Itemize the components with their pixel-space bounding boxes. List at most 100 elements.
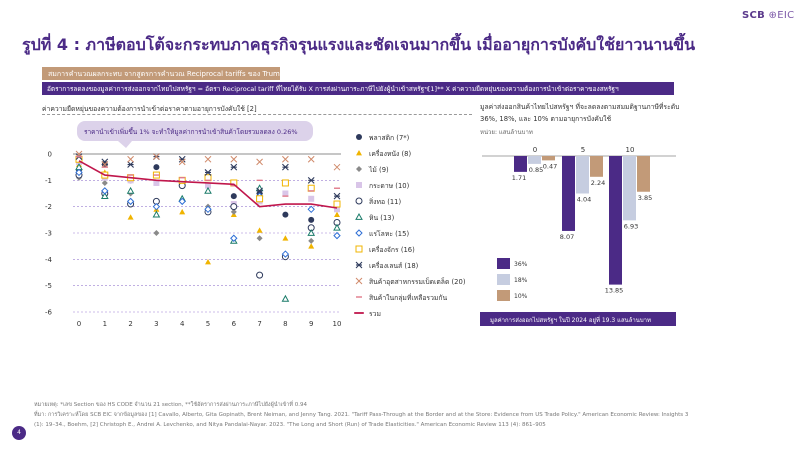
elasticity-scatter-chart: ราคานำเข้าเพิ่มขึ้น 1% จะทำให้มูลค่าการน… — [45, 121, 341, 328]
data-point — [333, 163, 341, 171]
bar-legend-label: 18% — [514, 277, 528, 284]
legend-marker-shape — [356, 134, 362, 140]
legend-label: ไม้ (9) — [369, 166, 389, 174]
data-point — [282, 155, 289, 163]
legend-marker — [355, 229, 363, 237]
legend-label: เครื่องหนัง (8) — [369, 150, 412, 158]
bar — [542, 156, 555, 161]
bar-value-label: 0.47 — [543, 162, 557, 170]
page-title: รูปที่ 4 : ภาษีตอบโต้จะกระทบภาคธุรกิจรุน… — [22, 35, 696, 54]
series-9 — [75, 150, 341, 171]
data-point — [308, 237, 315, 244]
data-point — [126, 186, 135, 194]
data-point — [256, 227, 263, 233]
bar-category-label: 0 — [533, 146, 537, 154]
formula-banner: อัตราการลดลงของมูลค่าการส่งออกจากไทยไปสห… — [42, 82, 674, 95]
data-point — [230, 163, 238, 171]
bar-chart-unit: หน่วย: แสนล้านบาท — [480, 129, 533, 136]
data-point — [333, 231, 341, 240]
y-tick-label: -5 — [45, 282, 52, 290]
logo-main: SCB — [742, 10, 766, 21]
total-line — [78, 160, 338, 209]
legend-marker — [355, 245, 363, 253]
bar-value-label: 13.85 — [605, 287, 624, 295]
series-7 — [75, 155, 341, 208]
bar — [590, 156, 603, 177]
legend-item: สิ่งทอ (11) — [352, 195, 482, 207]
data-point — [204, 155, 212, 163]
data-point — [127, 161, 134, 168]
legend-item: กระดาษ (10) — [352, 179, 482, 191]
data-point — [230, 208, 237, 215]
logo-sub: ⊕EIC — [765, 10, 795, 21]
annotation-box — [77, 121, 313, 141]
y-tick-label: -3 — [45, 230, 52, 238]
data-point — [205, 258, 211, 265]
data-point — [308, 216, 315, 223]
legend-marker — [355, 197, 363, 205]
export-loss-bar-chart: 0 5 10 1.71 8.07 13.85 0.85 4.04 6.93 0.47 2.24 3.8… — [480, 146, 676, 326]
x-tick-label: 0 — [77, 320, 81, 328]
x-tick-label: 4 — [180, 320, 185, 328]
data-point — [75, 168, 83, 177]
data-point — [256, 158, 263, 166]
legend-marker — [356, 182, 362, 188]
legend-item: พลาสติก (7*) — [352, 131, 482, 143]
bar-footer-text: มูลค่าการส่งออกไปสหรัฐฯ ในปี 2024 อยู่ที… — [490, 316, 651, 324]
legend-marker-shape — [355, 229, 363, 237]
data-point — [334, 206, 340, 213]
data-point — [230, 193, 237, 200]
scb-eic-logo: SCB ⊕EIC — [742, 10, 794, 21]
legend-marker-shape — [356, 150, 362, 156]
bar-category-label: 5 — [581, 146, 585, 154]
scatter-chart-title: ค่าความยืดหยุ่นของความต้องการนำเข้าต่อรา… — [42, 105, 257, 113]
data-point — [178, 197, 186, 206]
data-point — [153, 153, 160, 160]
legend-marker — [354, 312, 364, 314]
x-tick-label: 5 — [206, 320, 210, 328]
annotation-callout: ราคานำเข้าเพิ่มขึ้น 1% จะทำให้มูลค่าการน… — [77, 121, 313, 148]
y-tick-label: -6 — [45, 309, 53, 317]
annotation-text: ราคานำเข้าเพิ่มขึ้น 1% จะทำให้มูลค่าการน… — [84, 127, 298, 136]
x-tick-label: 8 — [283, 320, 287, 328]
data-point — [101, 187, 109, 195]
page-number: 4 — [12, 426, 26, 440]
data-point — [256, 271, 264, 279]
footnote-note: หมายเหตุ: *เลข Section ของ HS CODE จำนวน… — [34, 402, 308, 408]
title-divider — [42, 114, 472, 115]
x-tick-label: 2 — [128, 320, 132, 328]
legend-label: เครื่องเลนส์ (18) — [369, 262, 419, 270]
bar-value-label: 2.24 — [591, 179, 605, 187]
legend-marker — [356, 166, 362, 172]
data-point — [282, 211, 289, 218]
data-point — [307, 228, 316, 236]
data-point — [333, 223, 341, 231]
data-point — [256, 235, 263, 242]
legend-marker-shape — [355, 197, 363, 205]
data-point — [101, 179, 108, 186]
data-point — [333, 192, 341, 200]
legend-marker-shape — [355, 245, 363, 253]
legend-item: เครื่องจักร (16) — [352, 243, 482, 255]
legend-label: สินค้าอุตสาหกรรมเบ็ดเตล็ด (20) — [369, 278, 466, 286]
bar-value-label: 0.85 — [529, 166, 543, 174]
legend-marker — [355, 212, 363, 220]
x-tick-label: 3 — [154, 320, 158, 328]
bar — [514, 156, 527, 172]
legend-marker — [355, 261, 363, 269]
data-point — [126, 197, 135, 206]
data-point — [152, 202, 161, 211]
legend-marker-shape — [356, 166, 362, 172]
y-tick-label: -2 — [45, 203, 52, 211]
x-tick-label: 9 — [309, 320, 313, 328]
data-point — [179, 208, 186, 215]
footnote-source-1: ที่มา: การวิเคราะห์โดย SCB EIC จากข้อมูล… — [34, 412, 689, 418]
series-11 — [78, 160, 338, 209]
data-point — [100, 192, 109, 200]
data-point — [153, 164, 160, 171]
data-point — [281, 250, 290, 258]
bar — [562, 156, 575, 231]
x-tick-label: 7 — [257, 320, 261, 328]
bar-legend-swatch — [497, 274, 510, 285]
data-point — [308, 243, 315, 249]
